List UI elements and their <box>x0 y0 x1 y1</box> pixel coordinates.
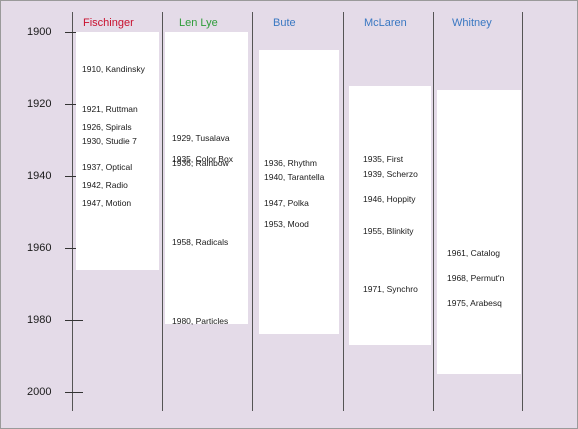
year-tick <box>65 104 83 105</box>
event-label: 1946, Hoppity <box>363 194 416 204</box>
year-label: 1920 <box>27 98 52 110</box>
year-tick <box>65 320 83 321</box>
event-label: 1980, Particles <box>172 316 229 327</box>
artist-header: Whitney <box>452 17 492 29</box>
event-label: 1947, Polka <box>264 197 309 208</box>
artist-header: Fischinger <box>83 17 134 29</box>
year-label: 1980 <box>27 314 52 326</box>
column-separator <box>433 12 434 411</box>
year-label: 1900 <box>27 26 52 38</box>
event-label: 1975, Arabesq <box>447 298 502 309</box>
artist-header: McLaren <box>364 17 407 29</box>
year-label: 2000 <box>27 386 52 398</box>
event-label: 1929, Tusalava <box>172 132 230 143</box>
axis-line <box>72 12 73 411</box>
year-tick <box>65 248 83 249</box>
event-label: 1958, Radicals <box>172 237 229 248</box>
event-label: 1971, Synchro <box>363 284 418 294</box>
year-tick <box>65 176 83 177</box>
column-separator <box>162 12 163 411</box>
year-label: 1960 <box>27 242 52 254</box>
event-label: 1910, Kandinsky <box>82 64 145 75</box>
column-separator <box>522 12 523 411</box>
year-label: 1940 <box>27 170 52 182</box>
lifespan-band <box>349 86 431 346</box>
event-label: 1936, Rainbow <box>172 158 229 168</box>
event-label: 1930, Studie 7 <box>82 136 137 147</box>
artist-header: Len Lye <box>179 17 218 29</box>
event-label: 1921, Ruttman <box>82 104 138 114</box>
year-tick <box>65 392 83 393</box>
event-label: 1936, Rhythm <box>264 158 317 168</box>
column-separator <box>343 12 344 411</box>
event-label: 1947, Motion <box>82 197 132 208</box>
lifespan-band <box>165 32 248 324</box>
lifespan-band <box>259 50 339 335</box>
event-label: 1942, Radio <box>82 179 128 190</box>
event-label: 1940, Tarantella <box>264 172 325 183</box>
artist-header: Bute <box>273 17 296 29</box>
event-label: 1935, Color Box <box>172 154 233 165</box>
event-label: 1953, Mood <box>264 219 309 230</box>
event-label: 1939, Scherzo <box>363 168 418 179</box>
event-label: 1937, Optical <box>82 161 133 172</box>
lifespan-band <box>437 89 521 374</box>
event-label: 1961, Catalog <box>447 248 500 258</box>
column-separator <box>252 12 253 411</box>
event-label: 1926, Spirals <box>82 122 132 132</box>
event-label: 1955, Blinkity <box>363 226 414 237</box>
year-tick <box>65 32 83 33</box>
event-label: 1935, First <box>363 154 404 165</box>
event-label: 1968, Permut'n <box>447 273 505 284</box>
lifespan-band <box>76 32 159 270</box>
